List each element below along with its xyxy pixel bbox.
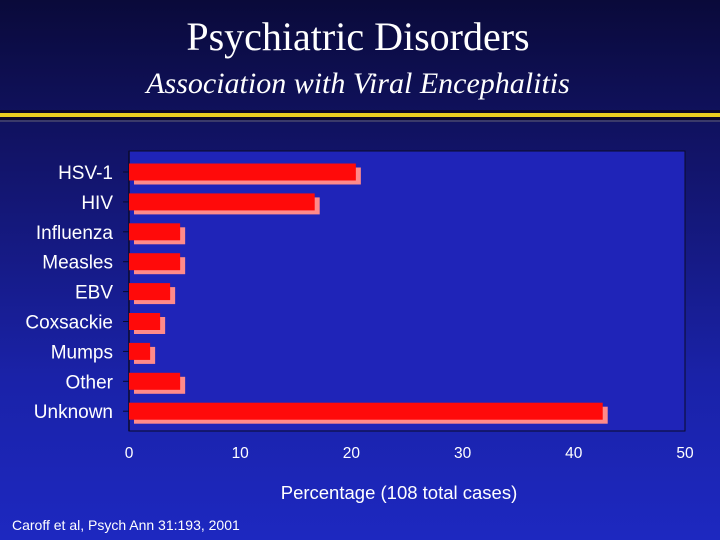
plot-area <box>128 150 686 432</box>
category-label-influenza: Influenza <box>36 223 114 244</box>
bar-influenza <box>129 223 181 241</box>
category-label-mumps: Mumps <box>51 342 113 363</box>
bar-other <box>129 372 181 390</box>
x-tick-label-40: 40 <box>565 445 583 462</box>
slide-subtitle: Association with Viral Encephalitis <box>146 67 570 100</box>
x-tick-label-20: 20 <box>343 445 361 462</box>
bar-hiv <box>129 193 315 211</box>
bar-unknown <box>129 402 603 420</box>
title-divider <box>0 110 720 122</box>
category-label-ebv: EBV <box>75 283 113 304</box>
x-tick-label-50: 50 <box>676 445 694 462</box>
x-tick-label-0: 0 <box>125 445 134 462</box>
citation: Caroff et al, Psych Ann 31:193, 2001 <box>12 517 240 533</box>
bar-hsv-1 <box>129 163 356 181</box>
bar-coxsackie <box>129 313 161 330</box>
bar-ebv <box>129 283 171 301</box>
category-label-measles: Measles <box>42 253 113 274</box>
bar-mumps <box>129 342 151 360</box>
x-axis-title: Percentage (108 total cases) <box>281 482 518 503</box>
category-label-hiv: HIV <box>81 193 113 214</box>
x-tick-labels-group: 0 10 20 30 40 50 <box>125 445 694 462</box>
category-label-hsv-1: HSV-1 <box>58 163 113 184</box>
category-label-other: Other <box>65 372 113 393</box>
bar-measles <box>129 253 181 271</box>
slide-title: Psychiatric Disorders <box>186 14 530 59</box>
category-labels-group: HSV-1 HIV Influenza Measles EBV Coxsackie Mump… <box>25 163 129 423</box>
x-tick-label-10: 10 <box>232 445 250 462</box>
category-label-coxsackie: Coxsackie <box>25 313 113 334</box>
x-tick-label-30: 30 <box>454 445 472 462</box>
category-label-unknown: Unknown <box>34 402 113 423</box>
bars-group <box>129 163 608 424</box>
